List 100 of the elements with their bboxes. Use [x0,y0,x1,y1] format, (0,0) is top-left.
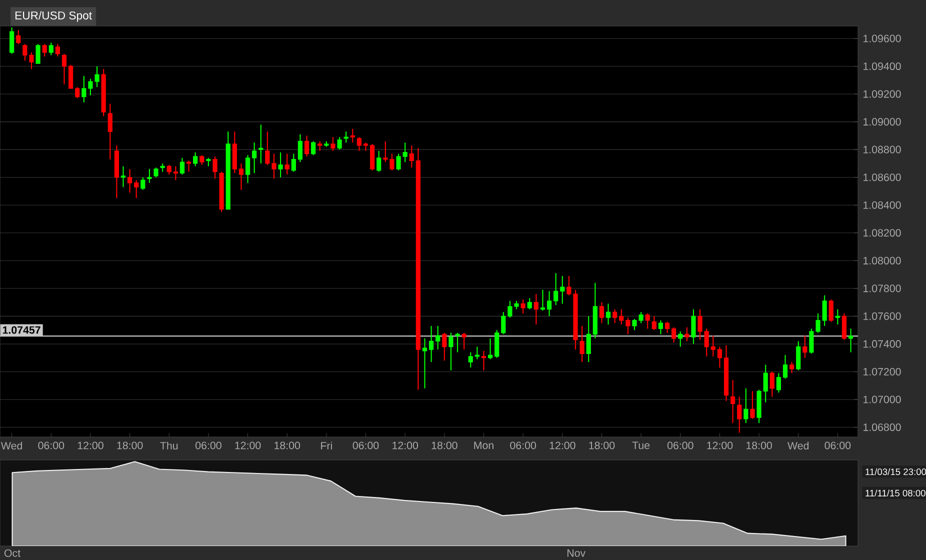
candlestick [520,298,526,314]
candlestick [55,44,60,58]
y-tick-label: 1.07600 [864,312,901,320]
x-tick-label: 18:00 [746,442,772,450]
candlestick [599,302,604,324]
candlestick [710,335,716,357]
x-tick-label: 18:00 [589,442,615,450]
candlestick [330,136,336,152]
candlestick [245,154,250,184]
x-tick-label: 18:00 [432,442,458,450]
candlestick [750,390,755,420]
candlestick [363,142,368,152]
candlestick [42,44,47,58]
candlestick [356,136,362,152]
x-tick-label: Nov [567,549,586,557]
candlestick [238,162,244,190]
candlestick [737,396,742,434]
x-tick-label: Fri [321,442,332,450]
y-tick-label: 1.09400 [864,62,901,70]
candlestick [75,86,80,99]
candlestick [396,153,401,171]
candlestick [193,152,198,167]
candlestick [304,135,310,158]
candlestick [691,308,696,344]
candlestick [370,143,375,171]
candlestick [770,371,774,398]
x-tick-label: 06:00 [824,442,851,450]
candlestick [344,130,348,144]
candlestick [134,180,139,199]
candlestick [62,53,67,85]
candlestick [154,167,158,178]
x-tick-label: Thu [160,442,178,450]
candlestick [147,168,152,184]
x-tick-label: Wed [788,442,809,450]
x-tick-label: 06:00 [38,442,64,450]
candlestick [337,136,342,150]
candlestick [776,372,781,394]
y-tick-label: 1.08600 [864,174,901,182]
candlestick [173,166,178,181]
candlestick [258,124,264,164]
candlestick [16,30,21,45]
candlestick [442,332,447,362]
candlestick [488,338,493,360]
candlestick [566,275,572,296]
candlestick [606,303,611,326]
candlestick [848,328,854,353]
candlestick [481,350,486,371]
candlestick [730,380,736,424]
x-tick-label: 06:00 [352,442,379,450]
candlestick [376,150,382,172]
candlestick [22,44,28,62]
y-tick-label: 1.07800 [864,284,901,292]
x-tick-label: 18:00 [117,442,143,450]
x-tick-label: 12:00 [235,442,261,450]
candlestick [560,275,565,304]
candlestick [586,316,591,363]
candlestick [554,272,558,306]
candlestick [436,325,440,350]
candlestick [140,176,146,190]
candlestick [527,298,532,310]
candlestick [448,332,454,371]
candlestick [318,140,322,152]
y-tick-label: 1.07200 [864,368,901,376]
candlestick [494,330,500,358]
x-tick-label: 06:00 [196,442,222,450]
y-tick-label: 1.08400 [864,201,901,209]
candlestick [284,153,290,176]
ref-line-label: 1.07457 [2,326,40,334]
y-tick-label: 1.08800 [864,146,901,154]
candlestick [678,330,683,348]
candlestick [782,354,788,380]
candlestick [704,328,709,357]
x-tick-label: Tue [632,442,650,450]
candlestick [311,140,316,156]
candlestick [626,317,630,335]
y-tick-label: 1.07000 [864,396,901,404]
candlestick [822,294,827,326]
candlestick [580,325,584,363]
candlestick [252,142,257,174]
candlestick [828,298,834,322]
candlestick [108,103,112,160]
candlestick [186,160,192,172]
candlestick [789,361,794,374]
candlestick [717,346,722,368]
x-tick-label: 12:00 [550,442,576,450]
y-tick-label: 1.09600 [864,34,901,42]
candlestick [664,321,670,334]
x-tick-label: 06:00 [667,442,694,450]
candlestick [534,293,538,326]
candlestick [48,42,54,56]
y-tick-label: 1.09000 [864,118,901,126]
candlestick [455,332,460,353]
candlestick [68,64,74,90]
candlestick [645,312,650,330]
x-tick-label: 18:00 [274,442,300,450]
candlestick [166,164,172,176]
candlestick [540,289,546,312]
y-tick-label: 1.08000 [864,256,901,264]
text: 11/11/15 08:00 [866,490,926,496]
candlestick [698,308,702,340]
